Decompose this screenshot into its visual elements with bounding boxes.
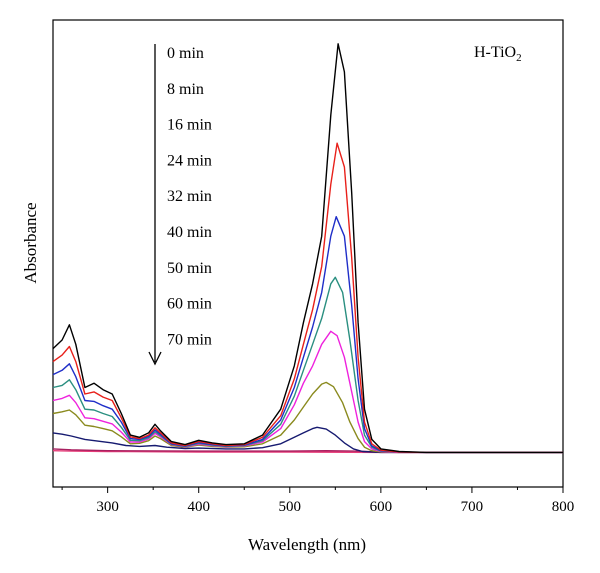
x-tick-label: 300 (96, 499, 119, 515)
x-tick-label: 400 (187, 499, 210, 515)
series-layer (52, 43, 563, 454)
x-tick-label: 600 (370, 499, 393, 515)
legend-entry: 0 min (167, 45, 204, 62)
x-tick-label: 500 (279, 499, 302, 515)
y-axis-title: Absorbance (21, 202, 40, 283)
series-line-0-min (52, 43, 563, 454)
series-line-8-min (52, 142, 563, 454)
legend-entry: 32 min (167, 188, 212, 205)
legend-arrow-head-icon (148, 351, 162, 366)
legend-entry: 16 min (167, 117, 212, 134)
legend-entry: 24 min (167, 152, 212, 169)
sample-label-main: H-TiO (474, 44, 516, 61)
legend: 0 min 8 min 16 min 24 min 32 min 40 min 50 min… (167, 45, 212, 348)
sample-label: H-TiO2 (474, 44, 522, 64)
x-tick-label: 700 (461, 499, 484, 515)
x-axis-ticks: 300 400 500 600 700 800 (61, 487, 575, 515)
x-axis-title: Wavelength (nm) (248, 535, 366, 554)
series-line-50-min (52, 426, 563, 454)
legend-entry: 60 min (167, 296, 212, 313)
series-line-16-min (52, 216, 563, 454)
legend-entry: 40 min (167, 224, 212, 241)
sample-label-subscript: 2 (516, 52, 522, 64)
legend-entry: 50 min (167, 260, 212, 277)
x-tick-label: 800 (552, 499, 575, 515)
plot-frame (52, 19, 564, 488)
legend-entry: 8 min (167, 81, 204, 98)
legend-entry: 70 min (167, 331, 212, 348)
